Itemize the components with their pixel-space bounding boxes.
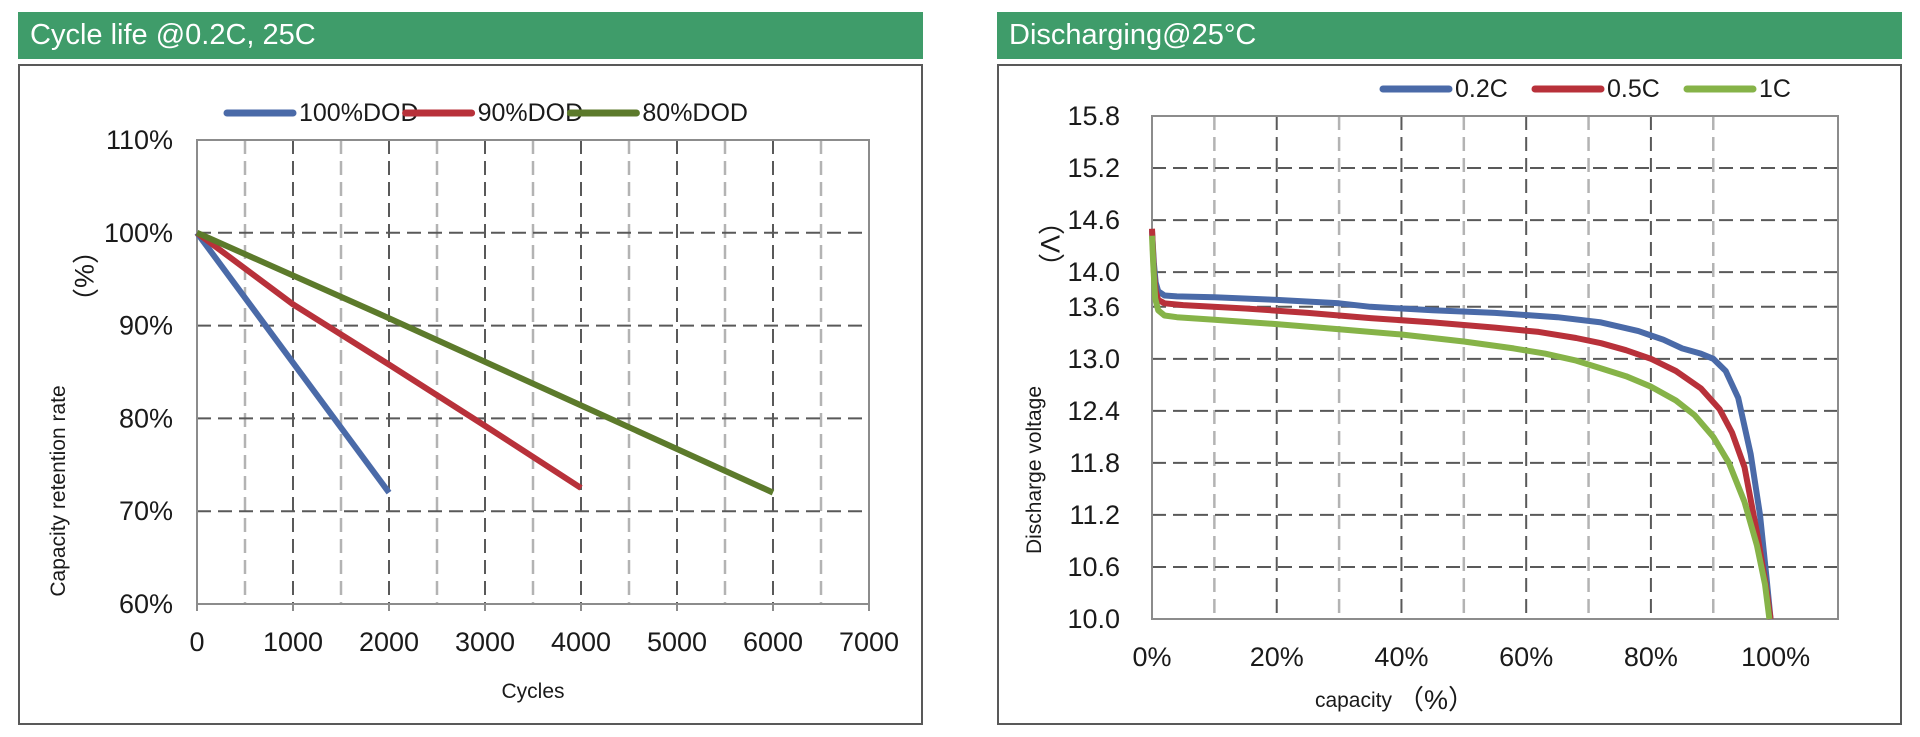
y-tick-label: 10.6 bbox=[1067, 552, 1120, 582]
x-tick-label: 6000 bbox=[743, 627, 803, 657]
cycle-life-title: Cycle life @0.2C, 25C bbox=[30, 19, 316, 51]
series-line-0.5C bbox=[1149, 228, 1774, 620]
legend-label: 90%DOD bbox=[478, 99, 584, 127]
series-line-1C bbox=[1149, 235, 1773, 620]
y-tick-label: 90% bbox=[119, 311, 173, 341]
y-tick-label: 14.0 bbox=[1067, 257, 1120, 287]
x-tick-label: 3000 bbox=[455, 627, 515, 657]
x-tick-label: 100% bbox=[1741, 642, 1810, 672]
y-tick-label: 60% bbox=[119, 589, 173, 619]
plot-frame bbox=[1151, 115, 1839, 620]
x-tick-label: 60% bbox=[1499, 642, 1553, 672]
y-axis-label: Discharge voltage bbox=[1023, 386, 1046, 554]
series-line-100%DOD bbox=[194, 231, 392, 495]
discharging-panel: 0% 20% 40% 60% 80% 100% 10.0 10.6 11.2 11.8 12.4 13… bbox=[997, 64, 1902, 725]
legend-label: 80%DOD bbox=[642, 99, 748, 127]
x-tick-label: 5000 bbox=[647, 627, 707, 657]
y-tick-label: 14.6 bbox=[1067, 205, 1120, 235]
x-tick-label: 1000 bbox=[263, 627, 323, 657]
x-tick-label: 4000 bbox=[551, 627, 611, 657]
x-tick-label: 80% bbox=[1624, 642, 1678, 672]
cycle-life-panel: 0 1000 2000 3000 4000 5000 6000 7000 60% 70% 80% 90… bbox=[18, 64, 923, 725]
series-line-90%DOD bbox=[195, 230, 583, 491]
x-tick-label: 0 bbox=[189, 627, 204, 657]
y-tick-label: 10.0 bbox=[1067, 604, 1120, 634]
x-tick-label: 0% bbox=[1132, 642, 1171, 672]
cycle-life-chart: 0 1000 2000 3000 4000 5000 6000 7000 60% 70% 80% 90… bbox=[47, 99, 899, 703]
y-tick-label: 110% bbox=[106, 125, 173, 155]
series-line-80%DOD bbox=[195, 230, 775, 496]
y-axis-unit: （%） bbox=[69, 237, 99, 315]
y-tick-label: 100% bbox=[104, 218, 173, 248]
legend-label: 1C bbox=[1759, 75, 1791, 103]
legend-label: 100%DOD bbox=[299, 99, 419, 127]
header-cycle-life: Cycle life @0.2C, 25C bbox=[18, 12, 923, 59]
y-tick-label: 15.8 bbox=[1067, 101, 1120, 131]
y-tick-label: 13.0 bbox=[1067, 344, 1120, 374]
x-tick-label: 7000 bbox=[839, 627, 899, 657]
series-line-0.2C bbox=[1149, 230, 1774, 620]
y-tick-label: 80% bbox=[119, 403, 173, 433]
header-discharging: Discharging@25°C bbox=[997, 12, 1902, 59]
y-tick-label: 11.8 bbox=[1069, 448, 1120, 478]
x-axis-label: capacity bbox=[1315, 689, 1393, 712]
discharging-chart: 0% 20% 40% 60% 80% 100% 10.0 10.6 11.2 11.8 12.4 13… bbox=[1023, 75, 1839, 715]
legend-label: 0.5C bbox=[1607, 75, 1660, 103]
y-axis-unit: （V） bbox=[1035, 208, 1065, 280]
discharging-title: Discharging@25°C bbox=[1009, 19, 1257, 51]
x-tick-label: 40% bbox=[1374, 642, 1428, 672]
x-tick-label: 2000 bbox=[359, 627, 419, 657]
legend-label: 0.2C bbox=[1455, 75, 1508, 103]
x-axis-label: Cycles bbox=[501, 680, 564, 703]
y-tick-label: 15.2 bbox=[1067, 153, 1120, 183]
plot-frame bbox=[196, 139, 870, 605]
x-tick-label: 20% bbox=[1250, 642, 1304, 672]
y-tick-label: 13.6 bbox=[1067, 292, 1120, 322]
y-tick-label: 12.4 bbox=[1067, 396, 1120, 426]
x-axis-unit: （%） bbox=[1397, 685, 1475, 715]
y-axis-label: Capacity retention rate bbox=[47, 385, 70, 596]
y-tick-label: 70% bbox=[119, 496, 173, 526]
y-tick-label: 11.2 bbox=[1069, 500, 1120, 530]
